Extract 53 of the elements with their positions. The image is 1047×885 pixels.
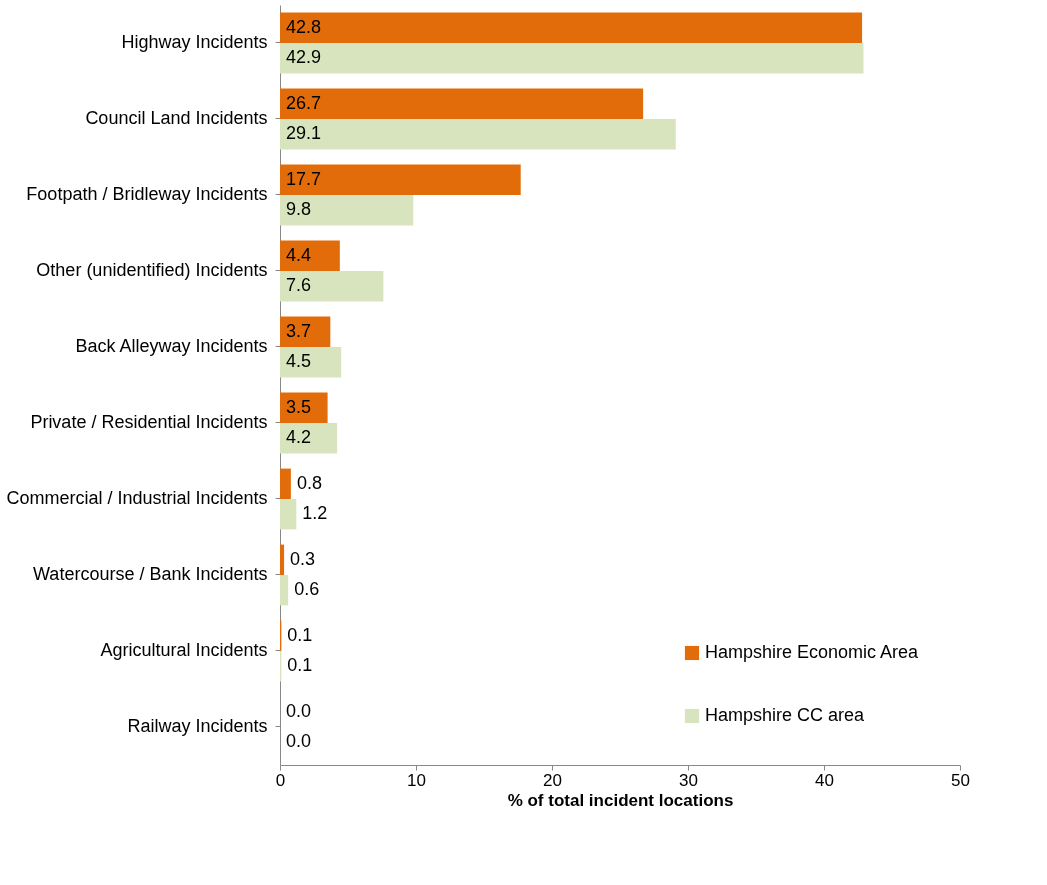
y-tick-label: Private / Residential Incidents	[30, 412, 268, 432]
data-label: 29.1	[286, 123, 322, 144]
legend-label: Hampshire CC area	[705, 705, 866, 725]
data-label: 0.1	[287, 655, 313, 676]
y-tick-label: Agricultural Incidents	[100, 640, 268, 660]
data-label: 4.4	[286, 244, 312, 265]
x-tick-label: 30	[679, 770, 698, 790]
data-label: 42.8	[286, 16, 322, 37]
data-label: 4.5	[286, 351, 312, 372]
y-tick-label: Railway Incidents	[127, 716, 268, 736]
data-label: 0.8	[296, 472, 322, 493]
data-label: 0.0	[286, 731, 312, 752]
bar	[280, 271, 384, 302]
data-label: 0.3	[290, 548, 316, 569]
bar	[280, 575, 289, 606]
y-tick-label: Back Alleyway Incidents	[75, 336, 268, 356]
bar	[280, 119, 676, 150]
data-label: 1.2	[302, 503, 328, 524]
data-label: 4.2	[286, 427, 312, 448]
data-label: 0.6	[294, 579, 320, 600]
y-tick-label: Other (unidentified) Incidents	[36, 260, 268, 280]
data-label: 7.6	[286, 275, 312, 296]
data-label: 26.7	[286, 92, 322, 113]
x-tick-label: 10	[407, 770, 426, 790]
data-label: 17.7	[286, 168, 322, 189]
bar	[280, 88, 644, 119]
data-label: 42.9	[286, 47, 322, 68]
data-label: 0.0	[286, 700, 312, 721]
data-label: 0.1	[287, 624, 313, 645]
bar	[280, 347, 342, 378]
x-axis-title: % of total incident locations	[507, 790, 734, 810]
bar	[280, 544, 285, 575]
data-label: 9.8	[286, 199, 312, 220]
bar	[280, 240, 340, 271]
y-tick-label: Commercial / Industrial Incidents	[6, 488, 268, 508]
legend-label: Hampshire Economic Area	[705, 642, 920, 662]
x-tick-label: 40	[815, 770, 834, 790]
y-tick-label: Highway Incidents	[121, 32, 268, 52]
x-tick-label: 50	[951, 770, 970, 790]
bar	[280, 195, 414, 226]
x-tick-label: 20	[543, 770, 562, 790]
bar	[280, 499, 297, 530]
data-label: 3.5	[286, 396, 312, 417]
x-tick-label: 0	[275, 770, 286, 790]
y-tick-label: Watercourse / Bank Incidents	[33, 564, 268, 584]
y-tick-label: Council Land Incidents	[85, 108, 268, 128]
bar	[280, 43, 864, 74]
y-tick-label: Footpath / Bridleway Incidents	[26, 184, 268, 204]
bar	[280, 164, 521, 195]
bar	[280, 12, 863, 43]
data-label: 3.7	[286, 320, 312, 341]
bar	[280, 423, 338, 454]
bar	[280, 468, 291, 499]
